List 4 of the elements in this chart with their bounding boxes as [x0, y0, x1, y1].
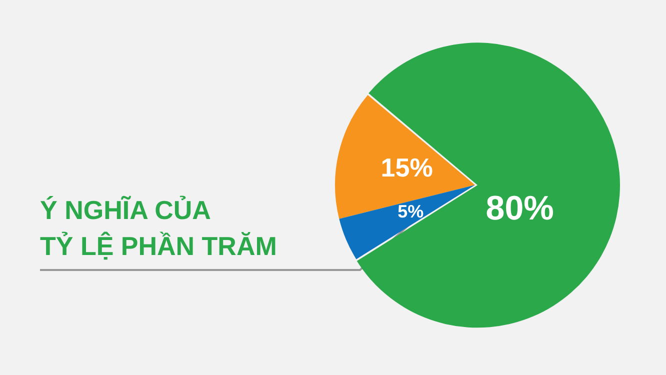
text: Ý NGHĨA CỦA TỶ LỆ PHẦN TRĂM — [40, 194, 277, 263]
data-label: 15% — [380, 152, 433, 182]
data-label: 80% — [486, 190, 554, 228]
data-label: 5% — [398, 201, 424, 222]
